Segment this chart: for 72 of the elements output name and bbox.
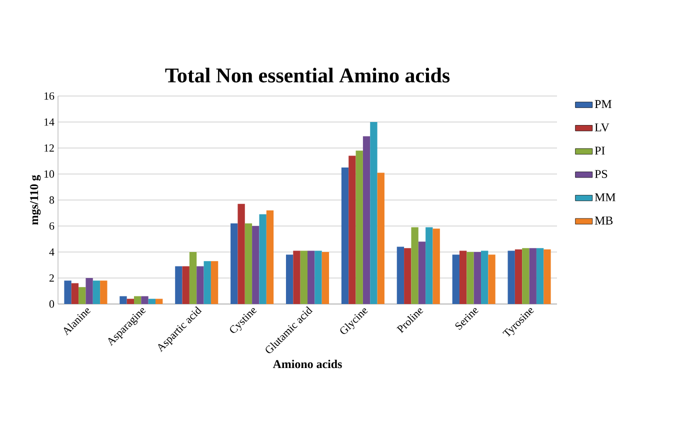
bar <box>86 278 93 304</box>
bar <box>78 287 86 304</box>
bar <box>259 214 266 304</box>
bar <box>314 250 322 304</box>
bar <box>308 250 315 304</box>
y-tick-label: 2 <box>49 274 54 282</box>
y-tick-label: 4 <box>49 248 54 256</box>
bar <box>396 246 404 304</box>
y-axis-title: mgs/110 g <box>30 175 41 225</box>
bar <box>92 280 100 304</box>
bar <box>244 223 252 304</box>
legend-label: PI <box>594 146 605 155</box>
y-tick-label: 10 <box>44 170 54 178</box>
bar <box>529 248 536 304</box>
y-tick-label: 14 <box>44 118 54 126</box>
bar <box>134 296 142 304</box>
bar <box>508 250 515 304</box>
y-tick-label: 0 <box>49 300 54 308</box>
y-tick-label: 8 <box>49 196 54 204</box>
chart-title: Total Non essential Amino acids <box>165 68 450 83</box>
bar <box>536 248 544 304</box>
bar <box>362 136 370 304</box>
bar <box>474 252 482 304</box>
bar <box>432 228 440 304</box>
bar <box>356 150 363 304</box>
bar <box>488 254 496 304</box>
bar <box>126 298 134 304</box>
bar <box>100 280 108 304</box>
bar <box>175 266 182 304</box>
bar <box>141 296 148 304</box>
bar <box>238 204 245 304</box>
y-tick-label: 16 <box>44 92 54 100</box>
bar <box>182 266 190 304</box>
bar <box>266 210 274 304</box>
bar <box>522 248 530 304</box>
x-axis-title: Amiono acids <box>272 360 342 368</box>
bar <box>481 250 488 304</box>
bar <box>189 252 197 304</box>
bar <box>64 280 72 304</box>
bar <box>411 227 418 304</box>
bar <box>466 252 474 304</box>
y-tick-label: 6 <box>49 222 54 230</box>
bar <box>514 249 522 304</box>
bar <box>148 298 156 304</box>
bar <box>370 122 378 304</box>
legend-label: PS <box>594 170 608 178</box>
bar <box>120 296 127 304</box>
legend-label: MM <box>594 193 616 202</box>
bar <box>377 172 384 304</box>
bar <box>286 254 294 304</box>
bar <box>156 298 163 304</box>
legend-label: MB <box>594 216 613 224</box>
bar <box>452 254 460 304</box>
bar <box>459 250 467 304</box>
bar <box>196 266 204 304</box>
bar <box>204 261 211 304</box>
y-tick-label: 12 <box>44 144 54 152</box>
bar <box>71 283 79 304</box>
bar <box>426 227 433 304</box>
bar <box>230 223 238 304</box>
bar <box>210 261 218 304</box>
bar <box>341 168 349 304</box>
bar <box>293 250 300 304</box>
legend-label: LV <box>594 123 610 132</box>
bar <box>348 156 356 304</box>
bar <box>418 242 426 304</box>
bar <box>322 252 330 304</box>
legend-label: PM <box>594 100 612 108</box>
bar <box>404 248 412 304</box>
bar <box>252 226 260 304</box>
bar <box>544 249 551 304</box>
bar <box>300 250 308 304</box>
